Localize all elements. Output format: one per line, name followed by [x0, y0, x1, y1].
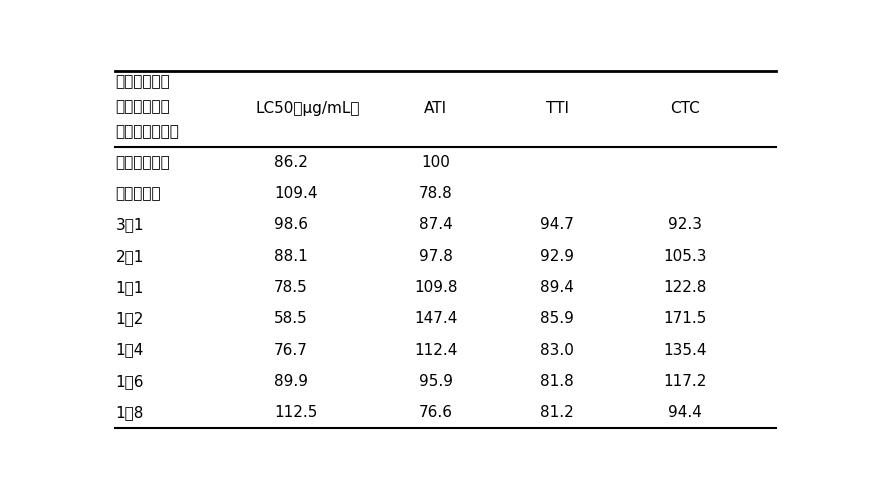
- Text: 92.3: 92.3: [667, 217, 701, 233]
- Text: 78.8: 78.8: [418, 186, 452, 201]
- Text: CTC: CTC: [670, 101, 700, 116]
- Text: 94.7: 94.7: [540, 217, 574, 233]
- Text: 122.8: 122.8: [663, 280, 706, 295]
- Text: 86.2: 86.2: [274, 155, 308, 170]
- Text: 81.8: 81.8: [540, 374, 574, 389]
- Text: 78.5: 78.5: [274, 280, 308, 295]
- Text: 比例（重量比）: 比例（重量比）: [116, 124, 179, 139]
- Text: 83.0: 83.0: [540, 342, 574, 358]
- Text: 2：1: 2：1: [116, 249, 143, 264]
- Text: 94.4: 94.4: [667, 405, 701, 420]
- Text: 1：6: 1：6: [116, 374, 144, 389]
- Text: 58.5: 58.5: [274, 311, 308, 326]
- Text: 臭椿叶提取物: 臭椿叶提取物: [116, 155, 170, 170]
- Text: 提取物的复配: 提取物的复配: [116, 99, 170, 114]
- Text: LC50（μg/mL）: LC50（μg/mL）: [255, 101, 360, 116]
- Text: 88.1: 88.1: [274, 249, 308, 264]
- Text: 100: 100: [421, 155, 449, 170]
- Text: 98.6: 98.6: [274, 217, 308, 233]
- Text: 76.6: 76.6: [418, 405, 452, 420]
- Text: 87.4: 87.4: [418, 217, 452, 233]
- Text: 109.8: 109.8: [414, 280, 457, 295]
- Text: 3：1: 3：1: [116, 217, 144, 233]
- Text: 1：2: 1：2: [116, 311, 143, 326]
- Text: 171.5: 171.5: [663, 311, 706, 326]
- Text: 97.8: 97.8: [418, 249, 452, 264]
- Text: 89.4: 89.4: [540, 280, 574, 295]
- Text: 89.9: 89.9: [274, 374, 308, 389]
- Text: 112.4: 112.4: [414, 342, 457, 358]
- Text: 117.2: 117.2: [663, 374, 706, 389]
- Text: 109.4: 109.4: [274, 186, 317, 201]
- Text: 81.2: 81.2: [540, 405, 574, 420]
- Text: 147.4: 147.4: [414, 311, 457, 326]
- Text: 仙茅提取物: 仙茅提取物: [116, 186, 161, 201]
- Text: 1：4: 1：4: [116, 342, 143, 358]
- Text: 臭椿叶与仙茅: 臭椿叶与仙茅: [116, 75, 170, 89]
- Text: 76.7: 76.7: [274, 342, 308, 358]
- Text: 1：8: 1：8: [116, 405, 143, 420]
- Text: 105.3: 105.3: [663, 249, 706, 264]
- Text: 85.9: 85.9: [540, 311, 574, 326]
- Text: 135.4: 135.4: [663, 342, 706, 358]
- Text: ATI: ATI: [424, 101, 447, 116]
- Text: TTI: TTI: [545, 101, 568, 116]
- Text: 112.5: 112.5: [274, 405, 317, 420]
- Text: 92.9: 92.9: [540, 249, 574, 264]
- Text: 1：1: 1：1: [116, 280, 143, 295]
- Text: 95.9: 95.9: [418, 374, 452, 389]
